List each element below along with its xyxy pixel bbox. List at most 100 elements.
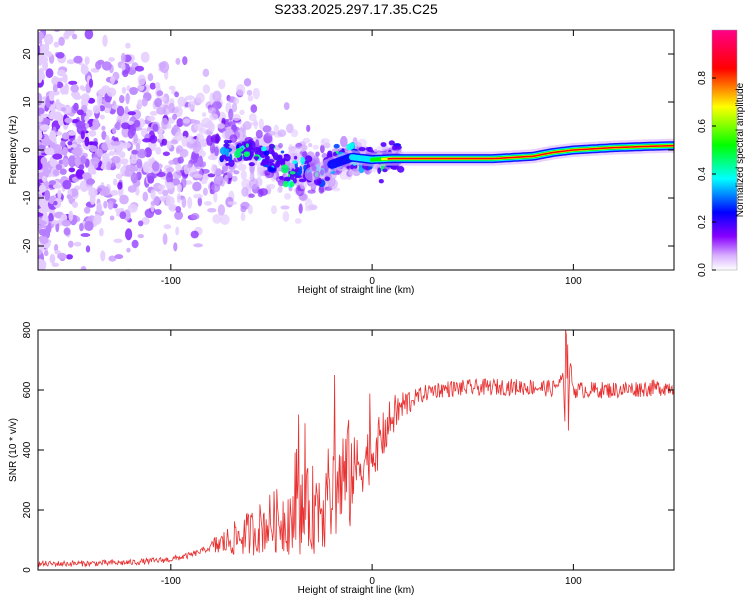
spectrogram-blob-bright	[253, 156, 260, 160]
spectrogram-blob	[201, 112, 207, 117]
spectrogram-blob	[112, 203, 118, 209]
spectrogram-blob	[138, 220, 144, 227]
spectrogram-blob	[110, 189, 119, 196]
spectrogram-blob	[38, 44, 41, 56]
spectrogram-blob	[320, 144, 325, 154]
spectrogram-blob	[104, 103, 114, 109]
spectrogram-blob	[168, 85, 176, 91]
spectrogram-blob	[86, 178, 95, 185]
spectrogram-blob	[312, 144, 319, 150]
spectrogram-blob	[70, 84, 79, 93]
spectrogram-blob	[38, 184, 47, 193]
spectrogram-blob-bright	[268, 143, 275, 149]
spectrogram-blob	[224, 174, 229, 184]
spectrogram-blob	[187, 163, 192, 169]
spectrogram-signal-trace	[304, 138, 674, 181]
chart-title: S233.2025.297.17.35.C25	[274, 1, 438, 17]
spectrogram-blob	[152, 161, 160, 172]
spectrogram-blob	[218, 79, 226, 90]
spectrogram-blob-bright	[299, 165, 303, 175]
spectrogram-blob	[73, 102, 79, 112]
spectrogram-blob	[80, 130, 85, 140]
spectrogram-blob	[250, 104, 258, 113]
spectrogram-blob-bright	[283, 153, 290, 157]
spectrogram-blob	[284, 193, 291, 200]
spectrogram-blob	[267, 130, 276, 136]
spectrogram-blob	[174, 131, 183, 142]
spectrogram-blob	[152, 124, 159, 132]
spectrogram-blob	[207, 208, 217, 213]
colorbar-gradient	[712, 30, 737, 270]
spectrogram-blob-bright	[242, 141, 246, 145]
spectrogram-blob	[249, 176, 254, 181]
spectrogram-blob	[67, 155, 77, 168]
spectrogram-blob	[155, 146, 162, 155]
spectrogram-blob	[149, 82, 156, 90]
spectrogram-blob	[206, 135, 213, 146]
spectrogram-blob	[129, 87, 139, 95]
spectrogram-blob	[123, 209, 131, 221]
spectrogram-blob	[147, 115, 156, 122]
spectrogram-blob	[38, 107, 45, 115]
spectrogram-blob	[211, 164, 216, 175]
spectrogram-blob	[277, 187, 283, 194]
spectrogram-blob	[183, 118, 191, 124]
spectrogram-blob	[172, 113, 178, 120]
spectrogram-blob	[88, 129, 97, 137]
spectrogram-blob	[204, 201, 212, 206]
spectrogram-blob-bright	[327, 150, 333, 157]
spectrogram-blob	[241, 187, 249, 197]
y-tick-label: -20	[22, 238, 33, 253]
spectrogram-blob	[55, 131, 63, 136]
spectrogram-blob	[64, 22, 72, 30]
spectrogram-blob	[290, 129, 299, 138]
spectrogram-blob	[107, 200, 114, 210]
spectrogram-blob	[121, 62, 126, 71]
spectrogram-blob	[96, 202, 103, 214]
spectrogram-blob	[60, 107, 67, 112]
spectrogram-blob	[51, 220, 59, 225]
y-tick-label: 200	[22, 501, 33, 518]
spectrogram-blob	[87, 164, 95, 175]
spectrogram-blob	[257, 188, 264, 198]
spectrogram-blob	[57, 69, 66, 77]
spectrogram-blob	[137, 234, 144, 239]
spectrogram-blob	[101, 130, 107, 140]
spectrogram-blob	[90, 157, 100, 165]
spectrogram-blob	[69, 271, 75, 277]
spectrogram-blob	[109, 215, 115, 221]
spectrogram-blob	[192, 173, 203, 179]
spectrogram-blob	[57, 189, 62, 199]
y-tick-label: 600	[22, 381, 33, 398]
spectrogram-blob-bright	[295, 167, 300, 172]
spectrogram-blob-bright	[377, 167, 382, 174]
spectrogram-blob	[306, 124, 311, 132]
spectrogram-blob	[357, 138, 368, 147]
spectrogram-blob	[313, 155, 319, 160]
snr-plot-area	[38, 330, 674, 570]
spectrogram-blob	[38, 32, 42, 42]
spectrogram-blob	[193, 193, 203, 199]
spectrogram-blob	[51, 262, 59, 267]
spectrogram-blob	[99, 105, 105, 112]
spectrogram-blob	[55, 52, 65, 59]
spectrogram-blob-bright	[263, 150, 270, 156]
spectrogram-blob	[177, 156, 184, 164]
spectrogram-blob-bright	[380, 142, 387, 147]
spectrogram-blob-bright	[350, 164, 355, 170]
spectrogram-blob	[201, 139, 207, 146]
spectrogram-blob	[134, 65, 145, 72]
spectrogram-blob	[49, 130, 57, 142]
spectrogram-blob	[252, 87, 260, 100]
spectrogram-blob	[106, 87, 117, 97]
spectrogram-blob	[43, 33, 54, 45]
snr-xlabel: Height of straight line (km)	[298, 585, 415, 596]
spectrogram-blob	[134, 119, 141, 128]
spectrogram-blob	[38, 224, 43, 230]
spectrogram-blob	[61, 219, 72, 227]
spectrogram-blob	[232, 114, 241, 121]
spectrogram-blob	[168, 102, 175, 114]
spectrogram-blob	[52, 169, 60, 177]
spectrogram-blob-bright	[236, 147, 244, 152]
spectrogram-blob	[133, 133, 138, 144]
